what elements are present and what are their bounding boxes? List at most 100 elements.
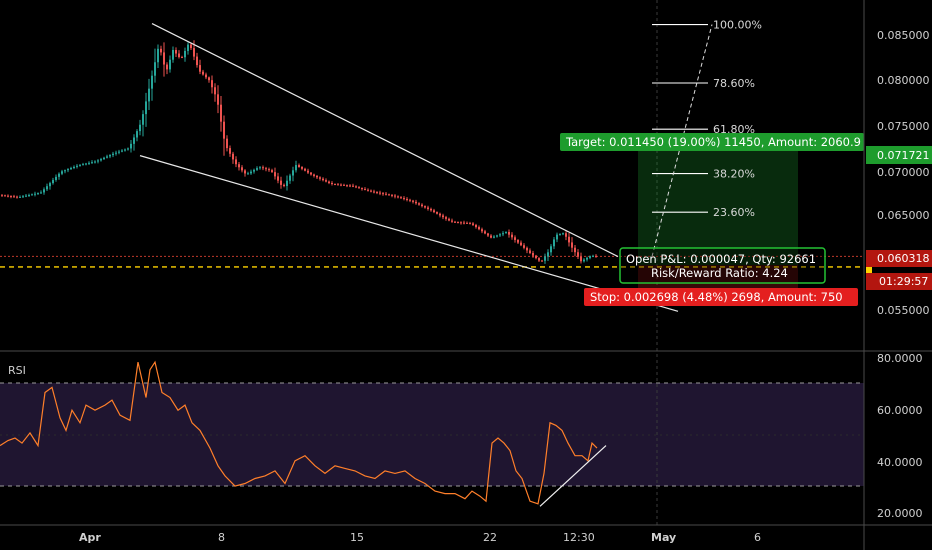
candle[interactable] (568, 236, 570, 243)
candle[interactable] (361, 188, 363, 190)
candle[interactable] (595, 255, 597, 257)
candle[interactable] (265, 168, 267, 170)
candle[interactable] (502, 233, 504, 235)
candle[interactable] (409, 199, 411, 201)
candle[interactable] (403, 198, 405, 200)
candle[interactable] (19, 196, 21, 198)
candle[interactable] (43, 189, 45, 193)
candle[interactable] (571, 242, 573, 248)
candle[interactable] (208, 77, 210, 81)
candle[interactable] (280, 180, 282, 185)
candle[interactable] (511, 234, 513, 238)
candle[interactable] (217, 94, 219, 105)
candle[interactable] (229, 148, 231, 154)
candle[interactable] (139, 124, 141, 132)
candle[interactable] (583, 259, 585, 262)
candle[interactable] (82, 164, 84, 166)
candle[interactable] (124, 149, 126, 151)
candle[interactable] (565, 233, 567, 237)
candle[interactable] (163, 52, 165, 65)
candle[interactable] (352, 185, 354, 187)
candle[interactable] (382, 193, 384, 195)
candle[interactable] (451, 220, 453, 222)
candle[interactable] (529, 250, 531, 254)
candle[interactable] (460, 222, 462, 224)
candle[interactable] (262, 167, 264, 169)
candle[interactable] (439, 213, 441, 216)
candle[interactable] (499, 234, 501, 236)
candle[interactable] (154, 62, 156, 76)
candle[interactable] (412, 200, 414, 202)
candle[interactable] (448, 218, 450, 221)
candle[interactable] (550, 246, 552, 253)
candle[interactable] (241, 167, 243, 171)
candle[interactable] (574, 247, 576, 253)
candle[interactable] (505, 232, 507, 234)
candle[interactable] (250, 171, 252, 174)
candle[interactable] (184, 50, 186, 58)
candle[interactable] (112, 153, 114, 156)
candle[interactable] (67, 169, 69, 171)
candle[interactable] (580, 256, 582, 262)
candle[interactable] (556, 234, 558, 240)
candle[interactable] (313, 174, 315, 176)
candle[interactable] (214, 87, 216, 95)
candle[interactable] (40, 192, 42, 194)
candle[interactable] (322, 178, 324, 181)
candle[interactable] (46, 186, 48, 190)
candle[interactable] (166, 64, 168, 70)
candle[interactable] (37, 193, 39, 195)
candle[interactable] (397, 196, 399, 198)
candle[interactable] (325, 180, 327, 182)
candle[interactable] (205, 74, 207, 78)
candle[interactable] (514, 237, 516, 240)
candle[interactable] (538, 258, 540, 261)
candle[interactable] (358, 187, 360, 189)
candle[interactable] (346, 185, 348, 187)
candle[interactable] (61, 171, 63, 174)
candle[interactable] (559, 233, 561, 235)
candle[interactable] (337, 184, 339, 186)
candle[interactable] (133, 137, 135, 144)
candle[interactable] (106, 156, 108, 158)
candle[interactable] (433, 210, 435, 213)
candle[interactable] (508, 232, 510, 235)
candle[interactable] (178, 53, 180, 58)
candle[interactable] (463, 222, 465, 224)
candle[interactable] (484, 231, 486, 234)
candle[interactable] (31, 194, 33, 196)
candle[interactable] (349, 185, 351, 187)
candle[interactable] (427, 207, 429, 209)
candle[interactable] (1, 195, 3, 197)
candle[interactable] (295, 165, 297, 171)
candle[interactable] (232, 153, 234, 160)
candle[interactable] (172, 49, 174, 60)
candle[interactable] (589, 256, 591, 258)
candle[interactable] (55, 176, 57, 180)
candle[interactable] (541, 260, 543, 262)
candle[interactable] (175, 49, 177, 54)
candle[interactable] (379, 192, 381, 194)
candle[interactable] (316, 175, 318, 178)
candle[interactable] (157, 48, 159, 63)
candle[interactable] (562, 233, 564, 235)
candle[interactable] (478, 227, 480, 230)
candle[interactable] (445, 217, 447, 219)
candle[interactable] (364, 188, 366, 190)
candle[interactable] (226, 138, 228, 149)
time-axis[interactable]: Apr 8 15 22 12:30 May 6 (79, 531, 761, 544)
candle[interactable] (400, 197, 402, 199)
candle[interactable] (73, 166, 75, 169)
candle[interactable] (274, 172, 276, 177)
candle[interactable] (298, 165, 300, 167)
candle[interactable] (373, 191, 375, 193)
candle[interactable] (388, 194, 390, 196)
candle[interactable] (286, 180, 288, 186)
candle[interactable] (100, 159, 102, 161)
candle[interactable] (343, 184, 345, 186)
candle[interactable] (385, 193, 387, 195)
candle[interactable] (544, 256, 546, 261)
rsi-divergence-line[interactable] (539, 445, 607, 507)
candle[interactable] (148, 88, 150, 102)
